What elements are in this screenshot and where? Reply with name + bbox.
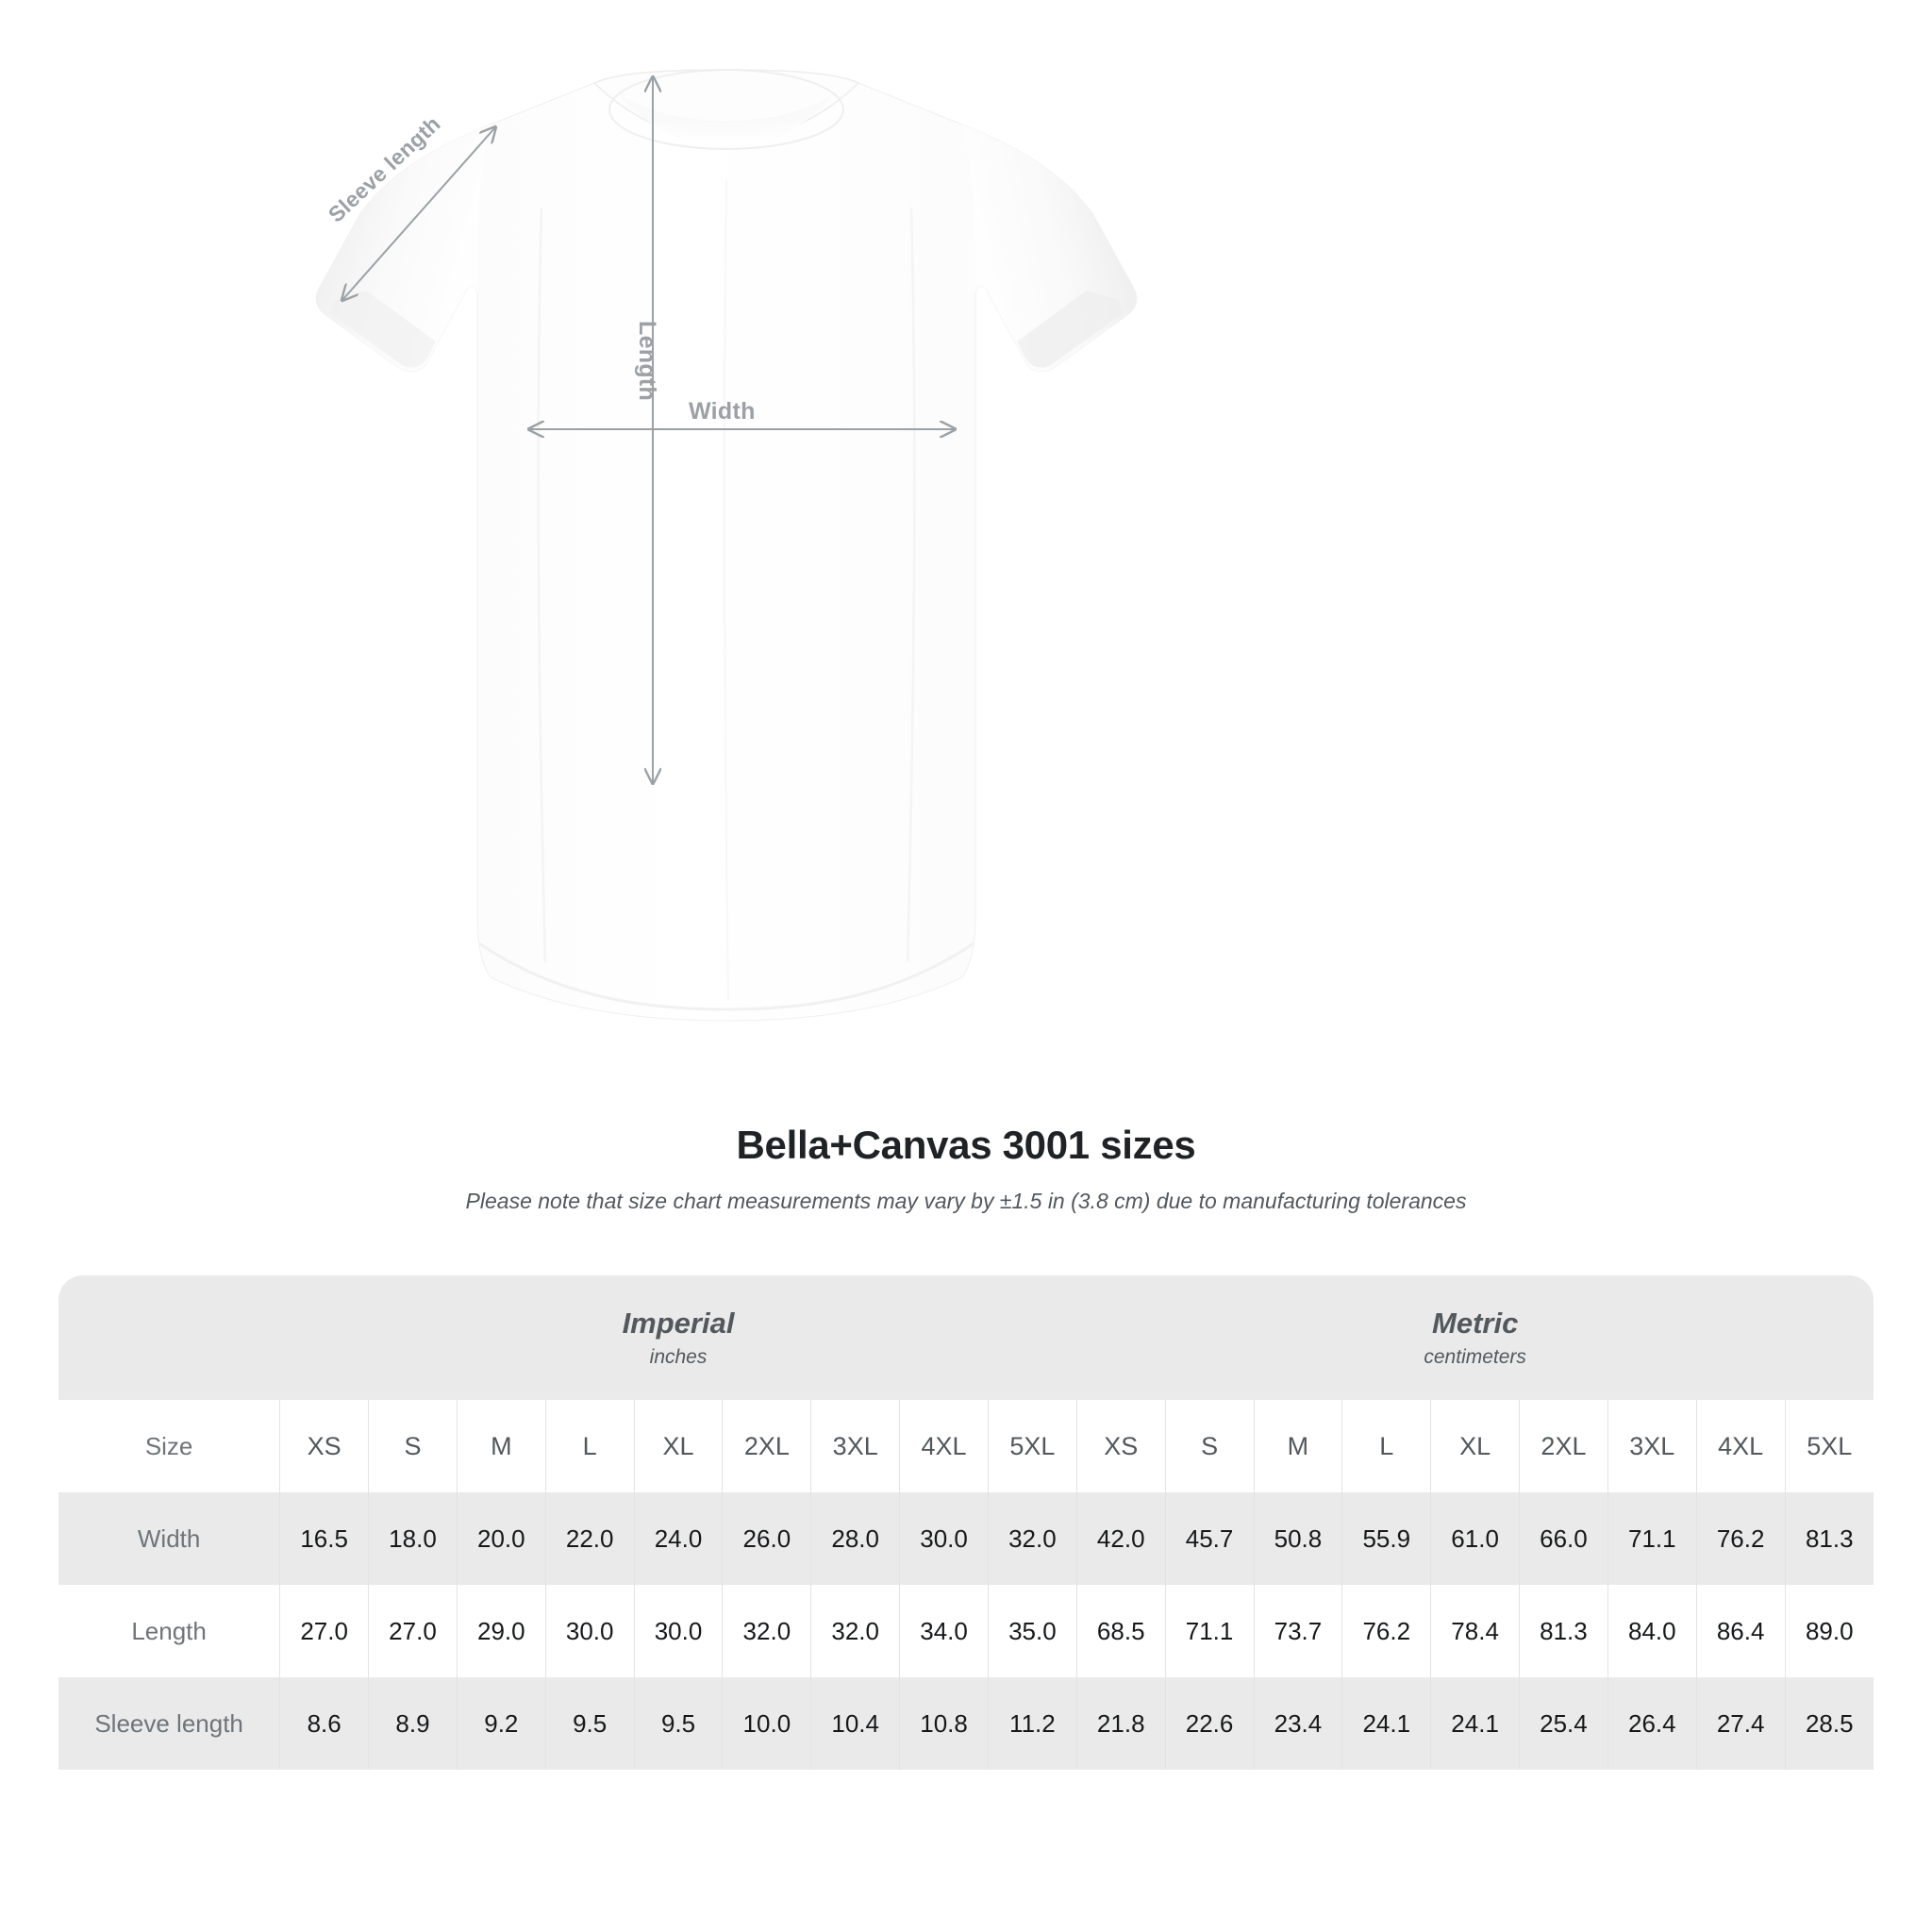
measurement-cell: 24.1 bbox=[1341, 1677, 1432, 1770]
size-header-cell: XL bbox=[633, 1400, 724, 1492]
unit-group-title: Metric bbox=[1432, 1306, 1519, 1340]
tshirt-illustration bbox=[315, 69, 1138, 1022]
measurement-cell: 10.0 bbox=[722, 1677, 812, 1770]
measurement-cell: 20.0 bbox=[456, 1492, 546, 1585]
size-header-cell: S bbox=[1164, 1400, 1255, 1492]
size-header-cell: S bbox=[368, 1400, 458, 1492]
measurement-cell: 27.0 bbox=[368, 1585, 458, 1677]
size-header-cell: XL bbox=[1430, 1400, 1521, 1492]
measurement-cell: 24.1 bbox=[1430, 1677, 1521, 1770]
measurement-row-label: Length bbox=[58, 1585, 281, 1677]
size-chart-table-wrapper: Imperial inches Metric centimeters Size XS S M L… bbox=[58, 1275, 1874, 1770]
measurement-cell: 11.2 bbox=[987, 1677, 1077, 1770]
measurement-cell: 9.5 bbox=[544, 1677, 635, 1770]
measurement-cell: 34.0 bbox=[899, 1585, 989, 1677]
size-header-cell: 5XL bbox=[1784, 1400, 1874, 1492]
measurement-cell: 30.0 bbox=[899, 1492, 989, 1585]
unit-group-header: Imperial inches bbox=[279, 1275, 1077, 1400]
measurement-cell: 16.5 bbox=[279, 1492, 370, 1585]
measurement-cell: 10.4 bbox=[810, 1677, 901, 1770]
measurement-cell: 32.0 bbox=[987, 1492, 1077, 1585]
width-label: Width bbox=[689, 398, 756, 425]
product-diagram: Sleeve length Length Width bbox=[315, 69, 1138, 1022]
measurement-cell: 76.2 bbox=[1341, 1585, 1432, 1677]
page-title: Bella+Canvas 3001 sizes bbox=[736, 1123, 1196, 1167]
measurement-cell: 42.0 bbox=[1075, 1492, 1166, 1585]
unit-group-subtitle: inches bbox=[649, 1346, 708, 1369]
size-chart-table: Imperial inches Metric centimeters Size XS S M L… bbox=[58, 1275, 1874, 1770]
length-label: Length bbox=[634, 321, 660, 402]
group-header-spacer bbox=[58, 1275, 280, 1400]
measurement-cell: 10.8 bbox=[899, 1677, 989, 1770]
unit-group-subtitle: centimeters bbox=[1424, 1346, 1526, 1369]
measurement-row-label: Width bbox=[58, 1492, 281, 1585]
size-header-cell: XS bbox=[279, 1400, 370, 1492]
size-header-cell: 4XL bbox=[1695, 1400, 1786, 1492]
size-header-cell: M bbox=[1253, 1400, 1343, 1492]
table-row: Sleeve length 8.6 8.9 9.2 9.5 9.5 10.0 10.4 10.8… bbox=[58, 1677, 1874, 1770]
measurement-cell: 84.0 bbox=[1607, 1585, 1697, 1677]
table-group-header-row: Imperial inches Metric centimeters bbox=[58, 1275, 1874, 1400]
size-header-cell: 3XL bbox=[810, 1400, 901, 1492]
size-header-cell: 5XL bbox=[987, 1400, 1077, 1492]
measurement-cell: 8.6 bbox=[279, 1677, 370, 1770]
measurement-cell: 86.4 bbox=[1695, 1585, 1786, 1677]
measurement-cell: 45.7 bbox=[1164, 1492, 1255, 1585]
measurement-cell: 21.8 bbox=[1075, 1677, 1166, 1770]
measurement-cell: 66.0 bbox=[1519, 1492, 1608, 1585]
unit-group-title: Imperial bbox=[622, 1306, 735, 1340]
measurement-cell: 71.1 bbox=[1164, 1585, 1255, 1677]
measurement-cell: 23.4 bbox=[1253, 1677, 1343, 1770]
measurement-cell: 71.1 bbox=[1607, 1492, 1697, 1585]
measurement-cell: 78.4 bbox=[1430, 1585, 1521, 1677]
measurement-cell: 32.0 bbox=[722, 1585, 812, 1677]
measurement-cell: 26.4 bbox=[1607, 1677, 1697, 1770]
measurement-cell: 9.5 bbox=[633, 1677, 724, 1770]
size-header-cell: 2XL bbox=[722, 1400, 812, 1492]
measurement-cell: 8.9 bbox=[368, 1677, 458, 1770]
size-header-cell: 4XL bbox=[899, 1400, 989, 1492]
table-row: Length 27.0 27.0 29.0 30.0 30.0 32.0 32.0 34.0 35… bbox=[58, 1585, 1874, 1677]
measurement-cell: 26.0 bbox=[722, 1492, 812, 1585]
measurement-cell: 9.2 bbox=[456, 1677, 546, 1770]
measurement-cell: 22.0 bbox=[544, 1492, 635, 1585]
measurement-cell: 29.0 bbox=[456, 1585, 546, 1677]
measurement-cell: 28.0 bbox=[810, 1492, 901, 1585]
measurement-cell: 27.4 bbox=[1695, 1677, 1786, 1770]
measurement-cell: 22.6 bbox=[1164, 1677, 1255, 1770]
measurement-cell: 89.0 bbox=[1784, 1585, 1874, 1677]
unit-group-header: Metric centimeters bbox=[1076, 1275, 1874, 1400]
measurement-cell: 30.0 bbox=[544, 1585, 635, 1677]
table-size-header-row: Size XS S M L XL 2XL 3XL 4XL 5XL XS S M L XL 2XL 3XL 4XL 5… bbox=[58, 1400, 1874, 1492]
measurement-cell: 76.2 bbox=[1695, 1492, 1786, 1585]
chart-caption: Bella+Canvas 3001 sizes Please note that… bbox=[0, 1123, 1932, 1214]
measurement-cell: 81.3 bbox=[1519, 1585, 1608, 1677]
measurement-cell: 32.0 bbox=[810, 1585, 901, 1677]
size-header-cell: 3XL bbox=[1607, 1400, 1697, 1492]
measurement-cell: 73.7 bbox=[1253, 1585, 1343, 1677]
measurement-cell: 18.0 bbox=[368, 1492, 458, 1585]
size-header-cell: L bbox=[1341, 1400, 1432, 1492]
size-header-cell: M bbox=[456, 1400, 546, 1492]
size-row-label: Size bbox=[58, 1400, 281, 1492]
measurement-cell: 30.0 bbox=[633, 1585, 724, 1677]
measurement-cell: 81.3 bbox=[1784, 1492, 1874, 1585]
measurement-cell: 25.4 bbox=[1519, 1677, 1608, 1770]
size-header-cell: 2XL bbox=[1519, 1400, 1608, 1492]
size-header-cell: L bbox=[544, 1400, 635, 1492]
measurement-cell: 61.0 bbox=[1430, 1492, 1521, 1585]
measurement-cell: 68.5 bbox=[1075, 1585, 1166, 1677]
measurement-row-label: Sleeve length bbox=[58, 1677, 281, 1770]
measurement-cell: 24.0 bbox=[633, 1492, 724, 1585]
tolerance-note: Please note that size chart measurements… bbox=[465, 1189, 1467, 1213]
measurement-cell: 55.9 bbox=[1341, 1492, 1432, 1585]
size-header-cell: XS bbox=[1075, 1400, 1166, 1492]
measurement-cell: 50.8 bbox=[1253, 1492, 1343, 1585]
measurement-cell: 28.5 bbox=[1784, 1677, 1874, 1770]
table-row: Width 16.5 18.0 20.0 22.0 24.0 26.0 28.0 30.0 32.… bbox=[58, 1492, 1874, 1585]
measurement-cell: 35.0 bbox=[987, 1585, 1077, 1677]
measurement-cell: 27.0 bbox=[279, 1585, 370, 1677]
